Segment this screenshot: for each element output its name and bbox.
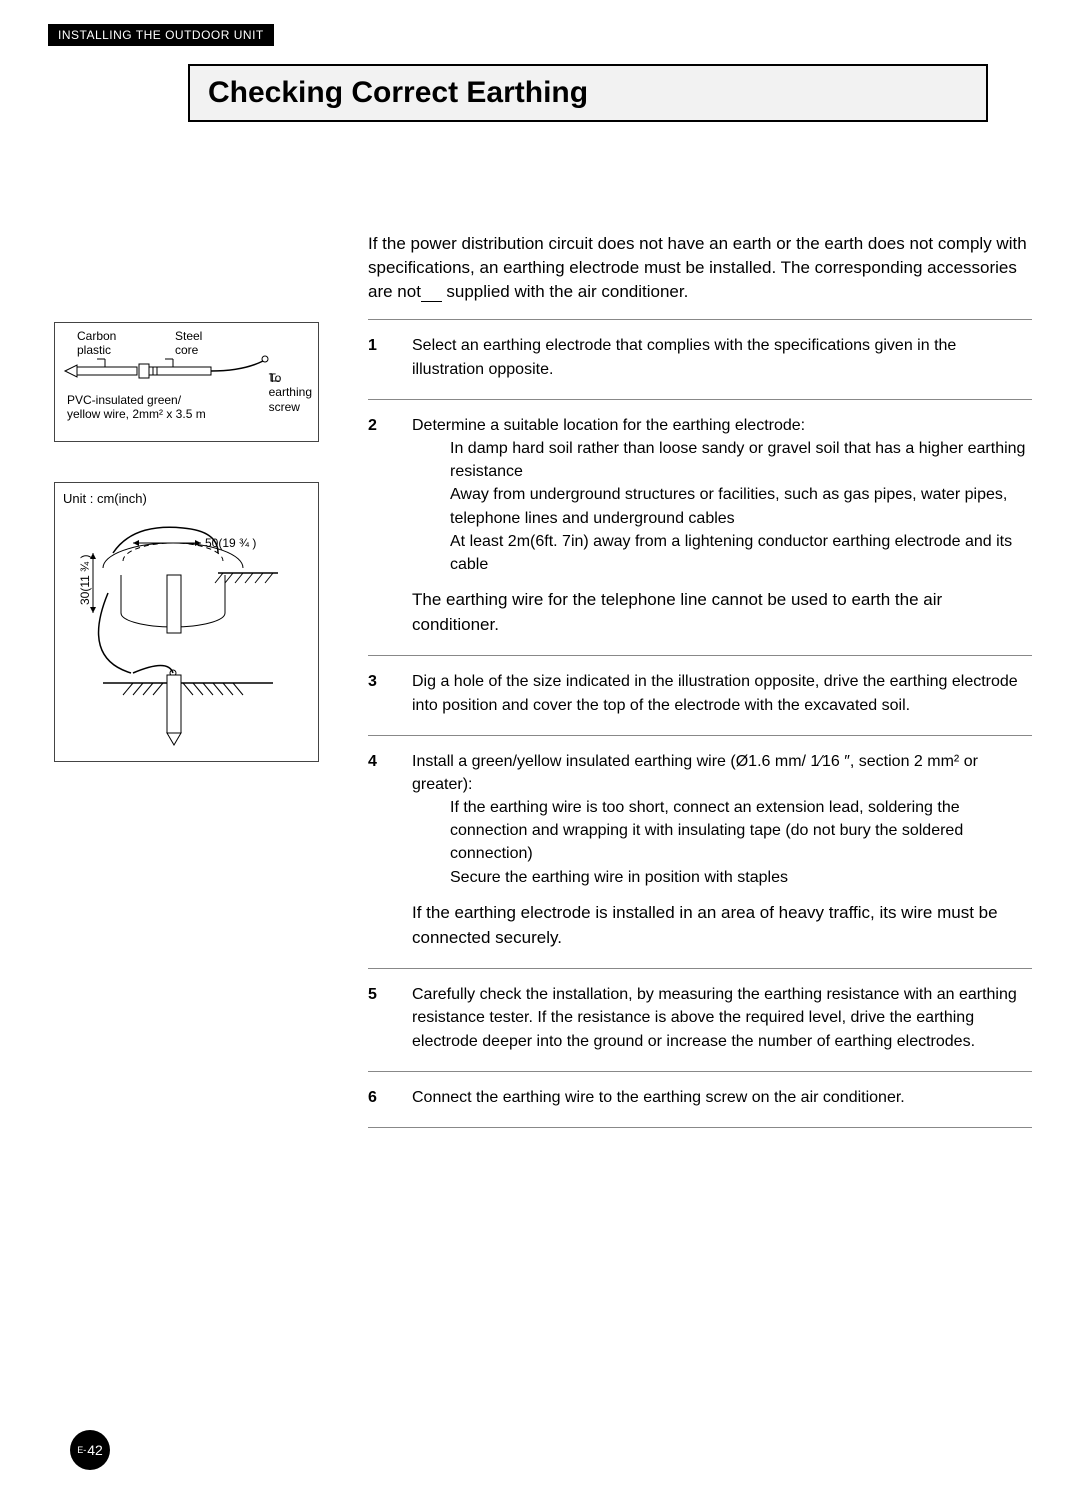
dim-v-text: 30(11 ¾ ) — [78, 555, 92, 605]
title-box: Checking Correct Earthing — [188, 64, 988, 122]
intro-underline-gap — [421, 282, 442, 302]
right-column: If the power distribution circuit does n… — [328, 232, 1032, 1217]
steps-list: 1 Select an earthing electrode that comp… — [368, 319, 1032, 1217]
electrode-svg — [63, 353, 293, 383]
step-note: If the earthing electrode is installed i… — [412, 901, 1032, 950]
left-column: Carbonplastic Steelcore Toearthingscrew … — [48, 232, 328, 762]
step-number: 2 — [368, 414, 412, 638]
step-row: 3 Dig a hole of the size indicated in th… — [368, 655, 1032, 734]
page-title: Checking Correct Earthing — [208, 76, 968, 110]
unit-label: Unit : cm(inch) — [63, 491, 310, 506]
step-row: 2 Determine a suitable location for the … — [368, 399, 1032, 656]
step-number: 6 — [368, 1086, 412, 1109]
step-sub: At least 2m(6ft. 7in) away from a lighte… — [412, 530, 1032, 576]
step-row: 5 Carefully check the installation, by m… — [368, 968, 1032, 1071]
step-row: 4 Install a green/yellow insulated earth… — [368, 735, 1032, 968]
step-note: The earthing wire for the telephone line… — [412, 588, 1032, 637]
step-body: Select an earthing electrode that compli… — [412, 334, 1032, 380]
content-area: Carbonplastic Steelcore Toearthingscrew … — [48, 232, 1032, 1217]
diagram-electrode-parts: Carbonplastic Steelcore Toearthingscrew … — [54, 322, 319, 442]
step-sub: In damp hard soil rather than loose sand… — [412, 437, 1032, 483]
intro-text-post: supplied with the air conditioner. — [442, 282, 689, 301]
step-number: 3 — [368, 670, 412, 716]
step-number: 1 — [368, 334, 412, 380]
step-main: Determine a suitable location for the ea… — [412, 414, 1032, 437]
empty-step-row — [368, 1127, 1032, 1217]
dim-h-text: 50(19 ¾ ) — [205, 536, 256, 550]
step-row: 6 Connect the earthing wire to the earth… — [368, 1071, 1032, 1127]
step-body: Determine a suitable location for the ea… — [412, 414, 1032, 638]
installation-svg: 50(19 ¾ ) 30(11 ¾ ) — [73, 513, 303, 753]
step-main: Install a green/yellow insulated earthin… — [412, 750, 1032, 796]
step-number: 4 — [368, 750, 412, 950]
step-sub: If the earthing wire is too short, conne… — [412, 796, 1032, 866]
step-body: Connect the earthing wire to the earthin… — [412, 1086, 1032, 1109]
page-number: 42 — [87, 1442, 103, 1458]
label-pvc-wire: PVC-insulated green/yellow wire, 2mm² x … — [67, 393, 206, 422]
page-number-badge: E-42 — [70, 1430, 110, 1470]
step-number: 5 — [368, 983, 412, 1053]
section-header-tab: INSTALLING THE OUTDOOR UNIT — [48, 24, 274, 46]
page: INSTALLING THE OUTDOOR UNIT Checking Cor… — [0, 0, 1080, 1510]
step-body: Carefully check the installation, by mea… — [412, 983, 1032, 1053]
step-body: Dig a hole of the size indicated in the … — [412, 670, 1032, 716]
step-sub: Away from underground structures or faci… — [412, 483, 1032, 529]
step-sub: Secure the earthing wire in position wit… — [412, 866, 1032, 889]
step-body: Install a green/yellow insulated earthin… — [412, 750, 1032, 950]
intro-paragraph: If the power distribution circuit does n… — [368, 232, 1032, 303]
diagram-installation-hole: Unit : cm(inch) 50(19 ¾ ) — [54, 482, 319, 762]
step-row: 1 Select an earthing electrode that comp… — [368, 319, 1032, 398]
page-number-prefix: E- — [77, 1445, 86, 1455]
